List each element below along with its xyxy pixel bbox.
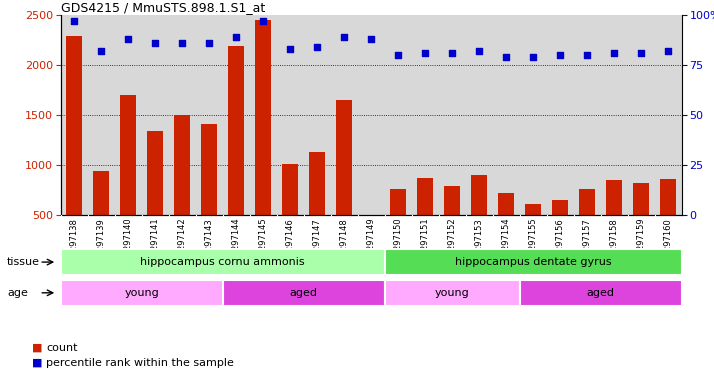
Point (555, 52, 566, 58)
Point (258, 18, 269, 25)
Text: percentile rank within the sample: percentile rank within the sample (46, 358, 234, 368)
Text: ■: ■ (32, 343, 43, 353)
Bar (66, 36, 82, 215)
Point (608, 50, 620, 56)
Point (69, 18, 80, 25)
Point (501, 54, 512, 60)
Point (176, 40, 188, 46)
Point (203, 40, 215, 46)
Point (311, 44, 323, 50)
Point (96, 48, 107, 55)
Bar (120, 95, 136, 215)
Bar (309, 152, 326, 215)
Bar (147, 131, 164, 215)
Text: GDS4215 / MmuSTS.898.1.S1_at: GDS4215 / MmuSTS.898.1.S1_at (61, 1, 265, 14)
Bar (61, 280, 223, 306)
Text: age: age (7, 288, 28, 298)
Bar (606, 180, 623, 215)
Point (366, 36, 377, 42)
Bar (174, 115, 191, 215)
Bar (471, 175, 488, 215)
Bar (61, 249, 385, 275)
Text: young: young (435, 288, 470, 298)
Point (123, 36, 134, 42)
Bar (417, 178, 433, 215)
Text: count: count (46, 343, 78, 353)
Text: aged: aged (290, 288, 318, 298)
Text: hippocampus dentate gyrus: hippocampus dentate gyrus (455, 257, 612, 267)
Bar (385, 249, 682, 275)
Point (149, 40, 161, 46)
Bar (228, 46, 244, 215)
Point (635, 50, 647, 56)
Bar (660, 179, 676, 215)
Text: tissue: tissue (7, 257, 40, 267)
Bar (498, 193, 514, 215)
Bar (223, 280, 385, 306)
Bar (282, 164, 298, 215)
Bar (255, 20, 271, 215)
Bar (579, 189, 595, 215)
Point (420, 50, 431, 56)
Bar (201, 124, 217, 215)
Bar (633, 183, 650, 215)
Bar (336, 100, 353, 215)
Bar (520, 280, 682, 306)
Point (446, 50, 458, 56)
Point (473, 48, 485, 55)
Bar (444, 186, 461, 215)
Point (231, 34, 242, 40)
Text: young: young (124, 288, 159, 298)
Text: aged: aged (587, 288, 615, 298)
Bar (385, 280, 520, 306)
Point (528, 54, 539, 60)
Point (338, 34, 350, 40)
Text: hippocampus cornu ammonis: hippocampus cornu ammonis (141, 257, 305, 267)
Bar (552, 200, 568, 215)
Point (393, 52, 404, 58)
Text: ■: ■ (32, 358, 43, 368)
Bar (93, 171, 109, 215)
Point (663, 48, 674, 55)
Point (582, 52, 593, 58)
Bar (526, 204, 541, 215)
Bar (390, 189, 406, 215)
Point (285, 46, 296, 52)
